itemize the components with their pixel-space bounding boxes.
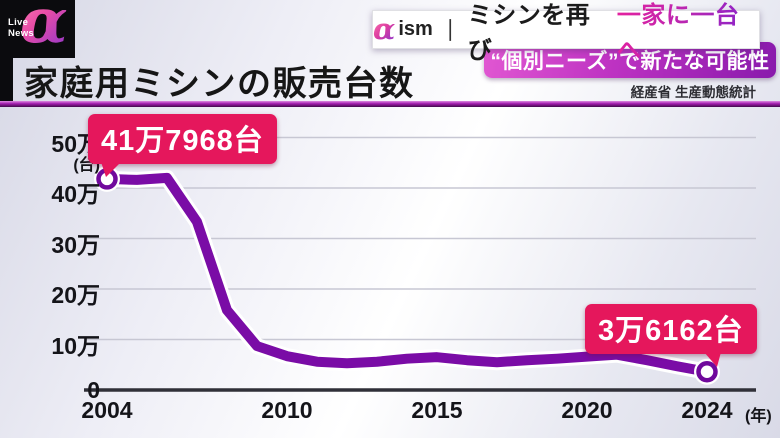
alpha-logo-glyph: α xyxy=(20,0,68,57)
sales-trend-line xyxy=(102,172,712,377)
y-tick-label: 0 xyxy=(87,377,100,403)
x-axis-unit-label: (年) xyxy=(745,408,772,425)
y-tick-label: 20万 xyxy=(51,282,100,308)
x-tick-label: 2010 xyxy=(261,397,313,423)
headline-separator: ｜ xyxy=(439,19,461,43)
chart-title: 家庭用ミシンの販売台数 xyxy=(24,65,415,103)
x-tick-label: 2004 xyxy=(81,397,133,423)
live-news-alpha-logo: Live News α xyxy=(0,0,75,58)
logo-text: Live News xyxy=(8,17,34,39)
y-tick-label: 30万 xyxy=(51,231,100,258)
headline-accent-text: 一家に一台へ xyxy=(617,0,759,65)
headline-text: ミシンを再び xyxy=(467,1,591,64)
callout-2024-value: 3万6162台 xyxy=(585,304,757,367)
x-tick-label: 2024 xyxy=(681,397,733,423)
alpha-ism-icon: α xyxy=(373,12,396,46)
alpha-ism-label: ism xyxy=(398,18,433,40)
logo-text-live: Live xyxy=(8,17,29,28)
y-tick-label: 10万 xyxy=(51,332,100,359)
y-tick-label: 40万 xyxy=(51,181,100,207)
data-source-label: 経産省 生産動態統計 xyxy=(630,85,756,100)
header-divider xyxy=(0,101,780,107)
x-tick-label: 2020 xyxy=(561,397,613,423)
callout-2004-value: 41万7968台 xyxy=(88,114,277,177)
program-headline-banner: α ism ｜ ミシンを再び 一家に一台へ xyxy=(372,2,760,64)
x-tick-label: 2015 xyxy=(411,397,463,423)
logo-text-news: News xyxy=(8,28,35,39)
